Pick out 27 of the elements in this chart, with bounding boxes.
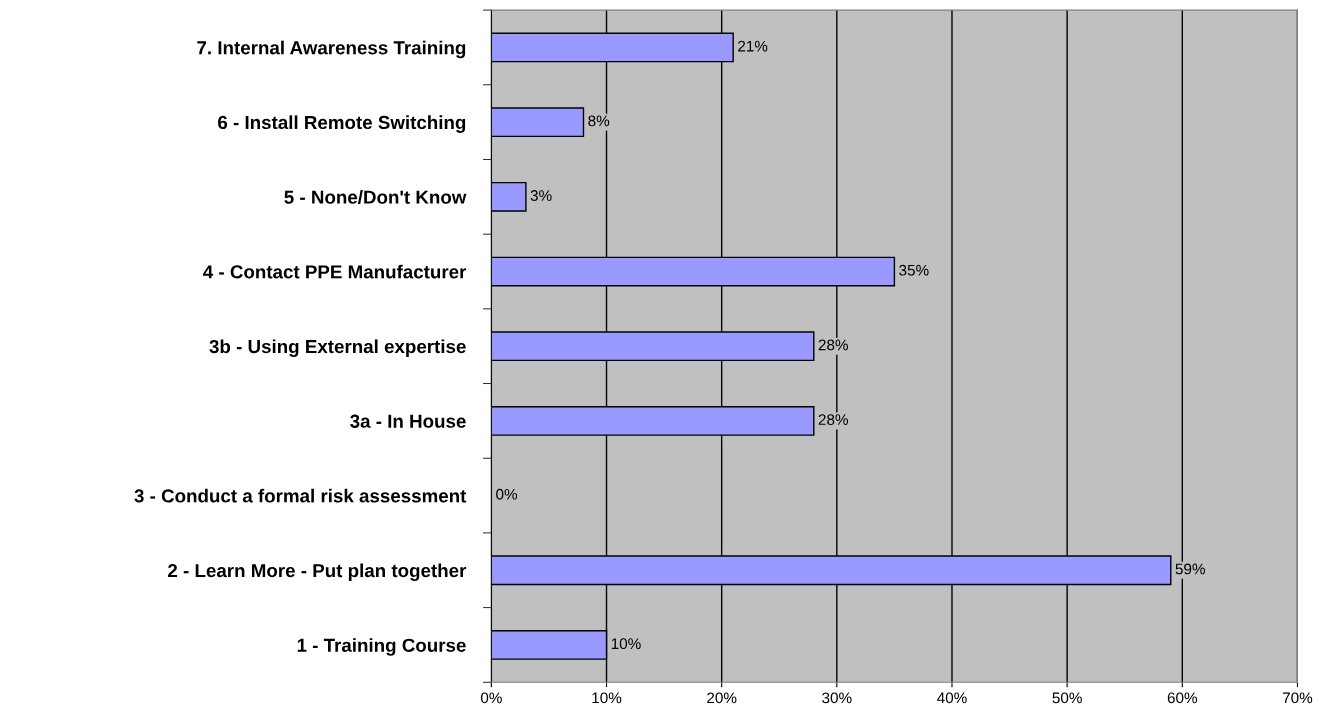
y-tick-label: 5 - None/Don't Know xyxy=(284,190,467,204)
x-tick-label: 20% xyxy=(707,692,737,704)
y-tick-label: 2 - Learn More - Put plan together xyxy=(168,563,467,582)
x-tick-label: 0% xyxy=(480,692,502,704)
y-tick-label: 3b - Using External expertise xyxy=(209,339,466,357)
x-tick-label: 40% xyxy=(937,692,967,704)
x-tick-label: 70% xyxy=(1282,692,1313,704)
y-tick-label: 6 - Install Remote Switching xyxy=(218,115,466,133)
data-label: 21% xyxy=(738,40,768,52)
x-tick-label: 60% xyxy=(1167,692,1198,704)
x-tick-label: 50% xyxy=(1052,692,1082,704)
data-label: 3% xyxy=(530,190,552,201)
data-label: 0% xyxy=(496,488,518,500)
y-tick-label: 7. Internal Awareness Training xyxy=(197,40,466,59)
data-label: 59% xyxy=(1175,563,1205,575)
data-label: 28% xyxy=(818,339,848,351)
data-label: 8% xyxy=(588,115,610,127)
x-tick-label: 10% xyxy=(592,692,622,704)
y-tick-label: 3a - In House xyxy=(350,414,466,428)
y-tick-label: 3 - Conduct a formal risk assessment xyxy=(134,488,467,503)
y-tick-label: 4 - Contact PPE Manufacturer xyxy=(203,264,467,279)
data-label: 35% xyxy=(899,264,929,276)
data-label: 10% xyxy=(611,638,641,650)
x-tick-label: 30% xyxy=(822,692,852,704)
y-tick-label: 1 - Training Course xyxy=(297,638,466,656)
data-label: 28% xyxy=(818,414,848,425)
bar xyxy=(491,107,585,138)
